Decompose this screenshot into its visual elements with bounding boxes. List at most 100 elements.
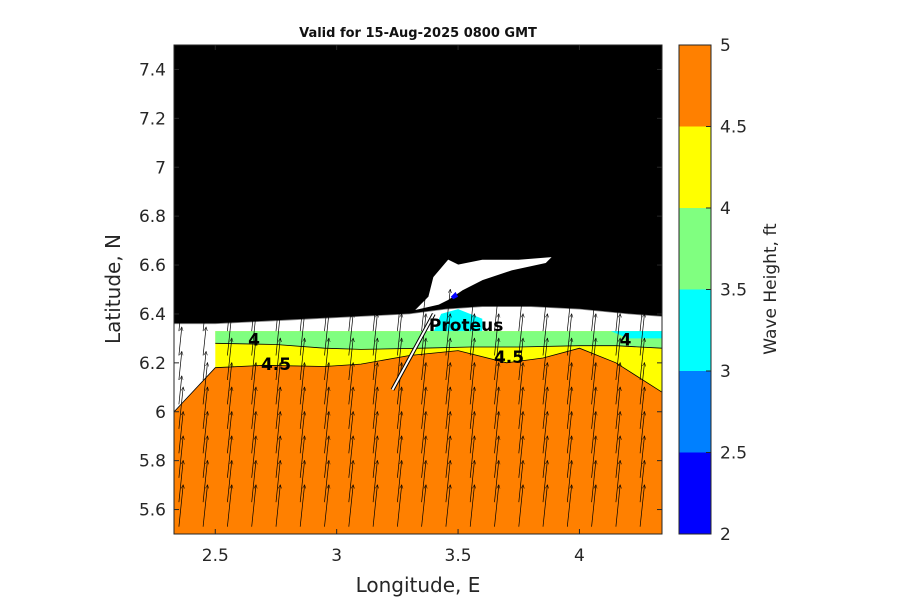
wave-arrow [639, 314, 644, 356]
x-tick-label: 3 [331, 546, 342, 566]
wave-arrow [299, 289, 304, 332]
wave-arrow [324, 387, 329, 429]
wave-arrow [202, 327, 206, 356]
wave-arrow [372, 412, 377, 454]
wave-arrow [494, 314, 499, 356]
y-tick-label: 6.2 [139, 354, 166, 374]
wave-arrow [518, 436, 523, 478]
wave-arrow [372, 485, 377, 527]
wave-arrow [615, 412, 620, 454]
wave-arrow [251, 314, 256, 356]
wave-arrow [372, 460, 377, 503]
wave-arrow [397, 314, 401, 356]
wave-arrow [566, 387, 571, 429]
wave-arrow [542, 363, 547, 405]
wave-arrow [372, 387, 377, 429]
wave-arrow [518, 460, 523, 503]
wave-arrow [542, 314, 547, 356]
wave-arrow [251, 289, 256, 332]
wave-arrow [518, 387, 523, 429]
y-tick-label: 7.4 [139, 60, 166, 80]
wave-arrow [421, 387, 426, 429]
wave-arrow [469, 387, 474, 429]
wave-arrow [324, 289, 329, 332]
wave-arrow [445, 436, 450, 478]
wave-arrow [178, 412, 183, 454]
wave-arrow [397, 412, 401, 454]
wave-arrow [251, 338, 256, 381]
colorbar-tick-label: 5 [720, 36, 731, 56]
wave-arrow [372, 289, 377, 332]
colorbar-label: Wave Height, ft [761, 223, 781, 355]
wave-arrow [227, 387, 231, 429]
wave-arrow [299, 314, 304, 356]
y-tick-label: 5.6 [139, 501, 166, 521]
wave-arrow [494, 412, 499, 454]
wave-arrow [566, 436, 571, 478]
wave-arrow [227, 436, 231, 478]
wave-arrow [445, 412, 450, 454]
colorbar-segment [679, 126, 711, 208]
wave-arrow [348, 338, 353, 381]
colorbar-segment [679, 45, 711, 127]
y-axis-label: Latitude, N [101, 234, 125, 344]
band-3-3.5-patch [433, 309, 662, 339]
wave-arrow [421, 338, 426, 381]
wave-arrow [227, 412, 231, 454]
contour-label: 4 [248, 331, 260, 351]
colorbar-tick-label: 3 [720, 362, 731, 382]
wave-arrow [639, 363, 644, 405]
wave-arrow [445, 363, 450, 405]
y-tick-label: 7 [155, 158, 166, 178]
wave-arrow [469, 338, 474, 381]
wave-arrow [615, 436, 620, 478]
wave-arrow [445, 289, 450, 332]
wave-arrow [591, 412, 596, 454]
x-tick-label: 4 [574, 546, 585, 566]
wave-arrow [275, 387, 280, 429]
wave-arrow [566, 412, 571, 454]
colorbar-tick-label: 4 [720, 199, 731, 219]
wave-arrow [275, 436, 280, 478]
wave-direction-arrows [178, 289, 645, 527]
wave-arrow [397, 460, 401, 503]
wave-arrow [421, 412, 426, 454]
y-tick-label: 6.4 [139, 305, 166, 325]
colorbar-segment [679, 371, 711, 453]
colorbar-segment [679, 208, 711, 290]
wave-arrow [251, 485, 256, 527]
chart-title: Valid for 15-Aug-2025 0800 GMT [299, 26, 537, 41]
wave-arrow [299, 436, 304, 478]
wave-arrow [348, 387, 353, 429]
wave-arrow [227, 338, 231, 381]
wave-arrow [397, 338, 401, 381]
plot-frame [173, 44, 663, 535]
wave-arrow [494, 387, 499, 429]
wave-arrow [178, 485, 183, 527]
wave-arrow [348, 436, 353, 478]
wave-arrow [445, 338, 450, 381]
wave-arrow [542, 436, 547, 478]
wave-arrow [639, 460, 644, 503]
wave-arrow [615, 338, 620, 381]
wave-arrow [469, 412, 474, 454]
x-axis-label: Longitude, E [356, 573, 481, 597]
wave-arrow [615, 314, 620, 356]
wave-arrow [275, 363, 280, 405]
wave-arrow [202, 351, 206, 381]
contour-labels: 44.5 4.54 [248, 331, 631, 376]
wave-arrow [494, 338, 499, 381]
wave-arrow [227, 363, 231, 405]
wave-arrow [227, 289, 231, 332]
y-tick-label: 6.6 [139, 256, 166, 276]
wave-arrow [518, 412, 523, 454]
wave-arrow [566, 314, 571, 356]
wave-arrow [348, 363, 353, 405]
wave-arrow [227, 485, 231, 527]
wave-arrow [615, 387, 620, 429]
wave-arrow [227, 314, 231, 356]
wave-arrow [178, 376, 182, 405]
wave-arrow [275, 412, 280, 454]
wave-arrow [639, 412, 644, 454]
wave-arrow [566, 485, 571, 527]
